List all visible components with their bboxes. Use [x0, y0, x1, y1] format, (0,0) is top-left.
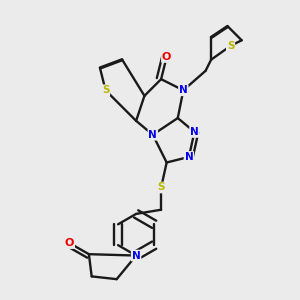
Text: S: S [158, 182, 165, 193]
Text: S: S [227, 41, 234, 51]
Text: O: O [65, 238, 74, 248]
Text: N: N [148, 130, 157, 140]
Text: N: N [190, 127, 199, 137]
Text: N: N [184, 152, 193, 162]
Text: N: N [132, 250, 140, 261]
Text: N: N [179, 85, 188, 95]
Text: S: S [102, 85, 109, 95]
Text: O: O [162, 52, 171, 62]
